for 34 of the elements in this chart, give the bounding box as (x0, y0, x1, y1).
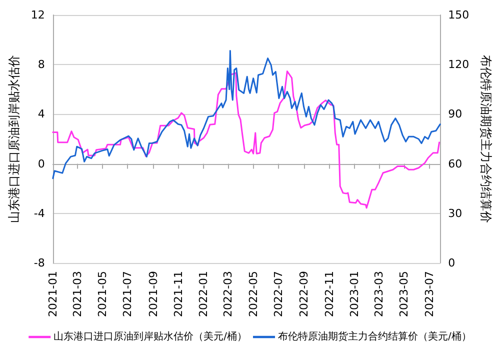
line-series (52, 50, 441, 180)
y2-tick-label: 120 (448, 58, 470, 72)
x-tick-label: 2021-01 (46, 271, 60, 317)
legend-label: 山东港口进口原油到岸贴水估价（美元/桶） (54, 330, 248, 342)
line-series (52, 70, 440, 209)
y-tick-label: -4 (34, 206, 45, 220)
x-tick-label: 2022-07 (272, 271, 286, 317)
x-tick-label: 2023-05 (398, 271, 411, 317)
x-tick-label: 2023-01 (348, 271, 362, 317)
x-tick-label: 2022-05 (246, 271, 260, 317)
x-tick-label: 2021-07 (121, 271, 134, 317)
legend-label: 布伦特原油期货主力合约结算价（美元/桶） (278, 330, 472, 342)
x-tick-label: 2022-09 (298, 271, 311, 317)
y-tick-label: 12 (30, 8, 45, 22)
y2-tick-label: 150 (448, 8, 470, 22)
y-tick-label: -8 (34, 256, 45, 270)
y2-tick-label: 0 (448, 256, 456, 270)
y-tick-label: 4 (38, 108, 45, 121)
y2-axis-title: 布伦特原油期货主力合约结算价 (479, 55, 493, 223)
x-tick-label: 2022-01 (197, 271, 210, 317)
y2-tick-label: 30 (448, 206, 462, 220)
y-axis-title: 山东港口进口原油到岸贴水估价 (7, 55, 21, 223)
x-tick-label: 2022-11 (322, 271, 336, 317)
y-tick-label: 8 (38, 58, 45, 72)
x-tick-label: 2023-07 (422, 271, 436, 317)
x-tick-label: 2021-09 (146, 271, 160, 317)
x-tick-label: 2021-05 (96, 271, 109, 317)
y-tick-label: 0 (38, 157, 45, 170)
x-tick-label: 2023-03 (372, 271, 386, 317)
x-tick-label: 2021-03 (70, 271, 84, 317)
y2-tick-label: 90 (448, 108, 462, 121)
x-tick-label: 2022-03 (222, 271, 235, 317)
y2-tick-label: 60 (448, 157, 462, 170)
x-tick-label: 2021-11 (172, 271, 186, 317)
